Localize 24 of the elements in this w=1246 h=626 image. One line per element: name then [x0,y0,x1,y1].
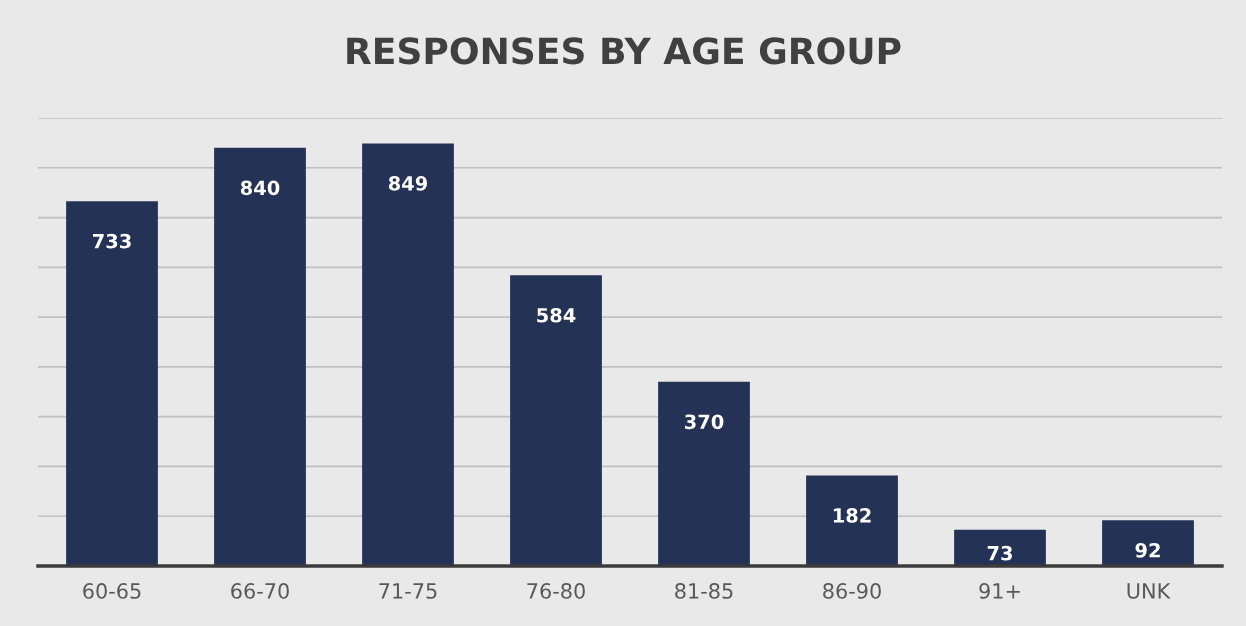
bar [510,275,602,566]
x-tick-label: 76-80 [527,583,585,599]
data-label: 840 [240,180,280,196]
data-label: 73 [987,545,1012,561]
x-tick-label: UNK [1127,583,1171,599]
data-label: 182 [833,508,871,523]
bar [214,147,306,566]
data-label: 584 [537,307,576,323]
data-label: 92 [1135,542,1160,558]
x-tick-label: 91+ [979,583,1020,599]
x-tick-label: 60-65 [83,583,141,599]
bar [362,143,454,566]
x-tick-label: 66-70 [231,583,289,599]
x-tick-label: 86-90 [823,583,881,599]
bar [658,381,750,566]
chart-title: RESPONSES BY AGE GROUP [347,37,901,65]
bar [1102,520,1194,566]
bar [66,201,158,566]
x-tick-label: 71-75 [379,583,437,599]
x-tick-label: 81-85 [675,583,733,599]
data-label: 733 [93,233,131,249]
bar [806,475,898,566]
data-label: 849 [388,175,428,191]
data-label: 370 [685,414,724,430]
